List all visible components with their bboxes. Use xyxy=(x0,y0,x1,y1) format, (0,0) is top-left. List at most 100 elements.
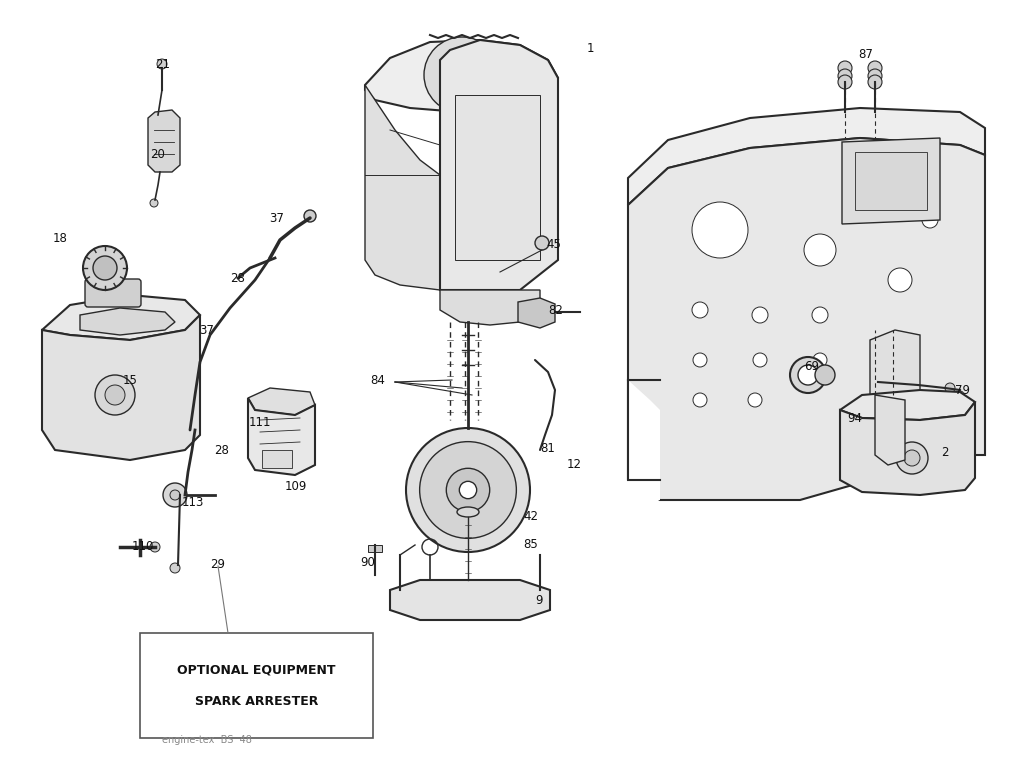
Text: 69: 69 xyxy=(805,361,819,374)
Polygon shape xyxy=(42,295,200,340)
Circle shape xyxy=(304,210,316,222)
Text: 15: 15 xyxy=(123,374,137,387)
Polygon shape xyxy=(365,40,558,112)
Circle shape xyxy=(868,61,882,75)
Polygon shape xyxy=(365,85,440,290)
Circle shape xyxy=(896,442,928,474)
Circle shape xyxy=(838,61,852,75)
Polygon shape xyxy=(42,315,200,460)
Circle shape xyxy=(93,256,117,280)
Text: 29: 29 xyxy=(211,559,225,572)
Polygon shape xyxy=(628,108,985,205)
Text: 81: 81 xyxy=(541,441,555,454)
Text: 21: 21 xyxy=(156,59,171,72)
Text: 1: 1 xyxy=(587,42,594,55)
Polygon shape xyxy=(440,40,558,290)
Polygon shape xyxy=(840,402,975,495)
Polygon shape xyxy=(628,138,985,500)
Text: 42: 42 xyxy=(523,511,539,524)
Circle shape xyxy=(460,481,477,498)
Circle shape xyxy=(868,69,882,83)
Polygon shape xyxy=(840,390,975,420)
Circle shape xyxy=(838,69,852,83)
Text: 79: 79 xyxy=(955,384,971,396)
Text: 28: 28 xyxy=(215,444,229,457)
Text: 2: 2 xyxy=(941,447,949,460)
Text: 28: 28 xyxy=(230,272,246,285)
Text: 9: 9 xyxy=(536,594,543,607)
Circle shape xyxy=(748,393,762,407)
Circle shape xyxy=(838,75,852,89)
Circle shape xyxy=(105,385,125,405)
Bar xyxy=(855,152,927,210)
Text: 82: 82 xyxy=(549,304,563,317)
Polygon shape xyxy=(390,580,550,620)
Polygon shape xyxy=(518,298,555,328)
Circle shape xyxy=(170,490,180,500)
Circle shape xyxy=(83,246,127,290)
Text: SPARK ARRESTER: SPARK ARRESTER xyxy=(195,695,318,708)
Circle shape xyxy=(440,53,484,97)
Text: 20: 20 xyxy=(151,148,166,161)
Circle shape xyxy=(424,37,500,113)
Circle shape xyxy=(790,357,826,393)
Text: 45: 45 xyxy=(547,238,561,251)
Circle shape xyxy=(535,236,549,250)
Circle shape xyxy=(752,307,768,323)
Circle shape xyxy=(804,234,836,266)
Polygon shape xyxy=(248,398,315,475)
Bar xyxy=(262,450,292,468)
Circle shape xyxy=(692,302,708,318)
Text: 94: 94 xyxy=(848,412,862,425)
Circle shape xyxy=(150,199,158,207)
Polygon shape xyxy=(80,308,175,335)
Circle shape xyxy=(693,353,707,367)
Circle shape xyxy=(95,375,135,415)
Circle shape xyxy=(163,483,187,507)
Circle shape xyxy=(446,468,489,511)
Bar xyxy=(368,545,382,552)
Text: 37: 37 xyxy=(200,323,214,336)
Text: 84: 84 xyxy=(371,374,385,387)
Circle shape xyxy=(956,391,964,399)
Text: 110: 110 xyxy=(132,540,155,553)
Circle shape xyxy=(170,563,180,573)
Circle shape xyxy=(150,542,160,552)
Circle shape xyxy=(922,212,938,228)
Text: 85: 85 xyxy=(523,539,539,552)
Circle shape xyxy=(798,365,818,385)
Bar xyxy=(140,633,373,738)
Polygon shape xyxy=(248,388,315,415)
Text: engine-tex  BS  48: engine-tex BS 48 xyxy=(162,735,252,745)
Circle shape xyxy=(868,75,882,89)
Text: OPTIONAL EQUIPMENT: OPTIONAL EQUIPMENT xyxy=(177,664,336,677)
Text: 12: 12 xyxy=(566,458,582,472)
Text: 18: 18 xyxy=(52,231,68,244)
Circle shape xyxy=(693,393,707,407)
Text: 90: 90 xyxy=(360,556,376,569)
Text: 113: 113 xyxy=(182,495,204,508)
Text: 109: 109 xyxy=(285,480,307,493)
Circle shape xyxy=(812,307,828,323)
Text: 37: 37 xyxy=(269,212,285,224)
Circle shape xyxy=(945,383,955,393)
Polygon shape xyxy=(148,110,180,172)
Polygon shape xyxy=(870,330,920,400)
FancyBboxPatch shape xyxy=(85,279,141,307)
Circle shape xyxy=(692,202,748,258)
Text: 111: 111 xyxy=(249,416,271,428)
Circle shape xyxy=(406,428,530,552)
Polygon shape xyxy=(440,290,540,325)
Circle shape xyxy=(753,353,767,367)
Text: 87: 87 xyxy=(858,49,873,62)
Polygon shape xyxy=(842,138,940,224)
Polygon shape xyxy=(874,395,905,465)
Circle shape xyxy=(888,268,912,292)
Circle shape xyxy=(904,450,920,466)
Circle shape xyxy=(157,59,167,69)
Circle shape xyxy=(815,365,835,385)
Polygon shape xyxy=(628,380,660,500)
Polygon shape xyxy=(455,95,540,260)
Circle shape xyxy=(813,353,827,367)
Ellipse shape xyxy=(457,507,479,517)
